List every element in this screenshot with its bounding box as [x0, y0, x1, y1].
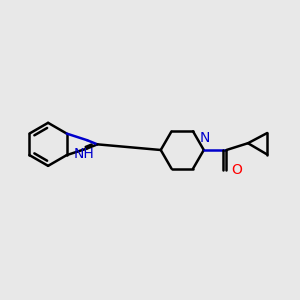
Text: O: O [232, 163, 242, 177]
Text: N: N [200, 131, 210, 146]
Text: NH: NH [74, 147, 95, 161]
